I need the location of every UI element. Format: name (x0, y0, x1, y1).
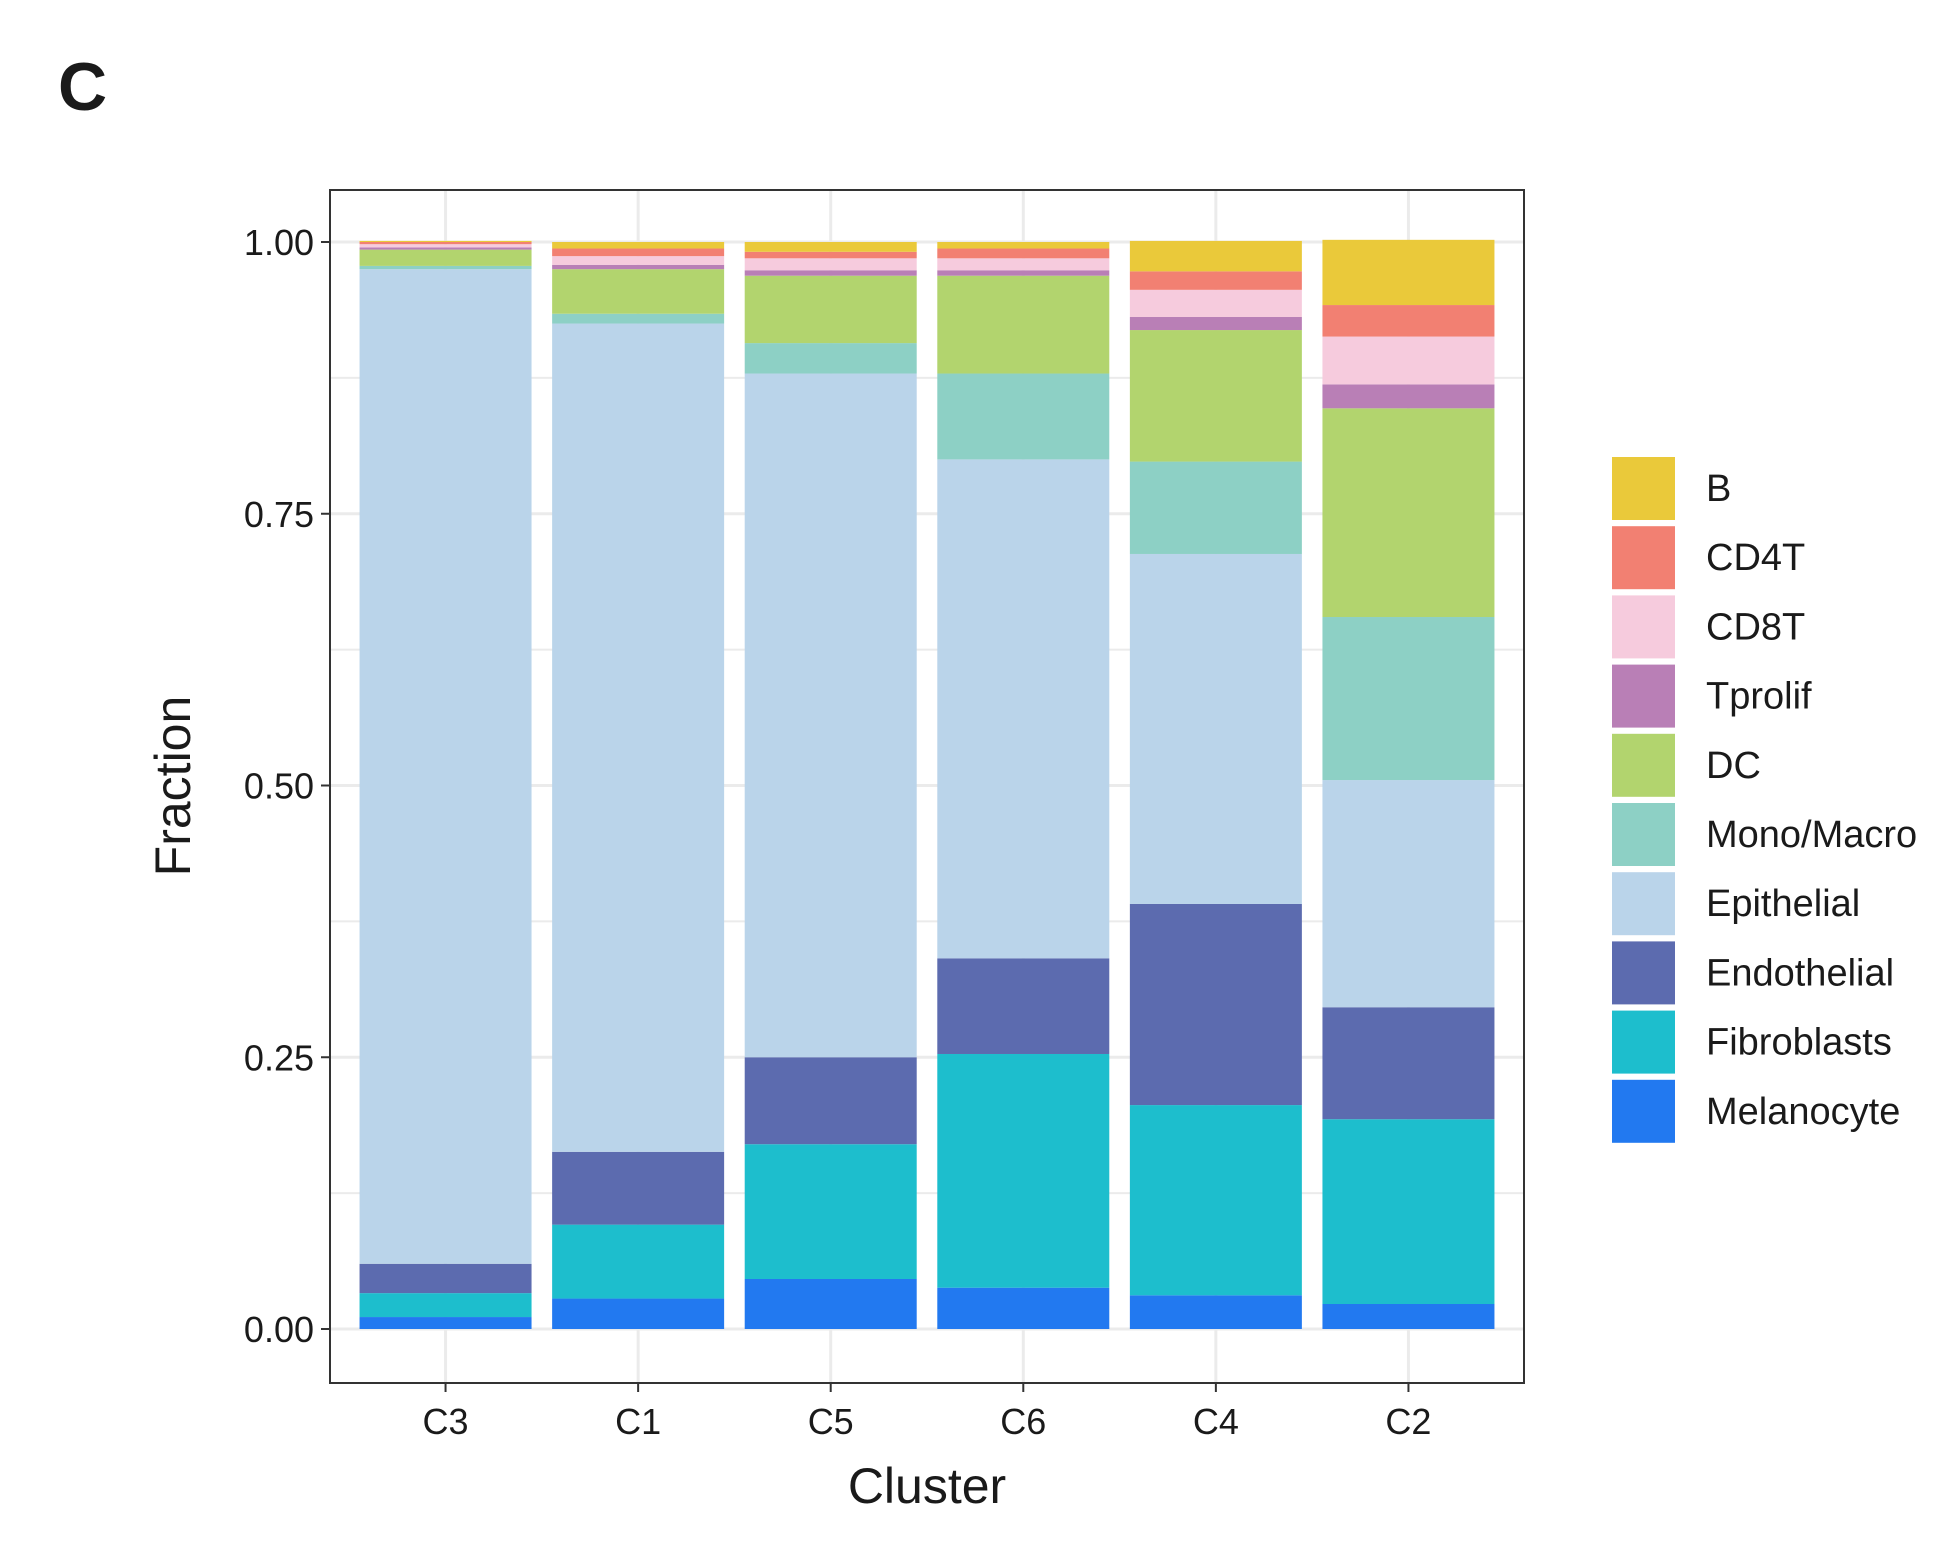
bar-segment-C1-cd8t (552, 256, 725, 265)
legend-key-b (1612, 457, 1675, 520)
bar-segment-C1-melanocyte (552, 1298, 725, 1329)
bar-segment-C5-cd8t (744, 258, 917, 271)
bar-segment-C6-cd8t (937, 258, 1110, 271)
bar-segment-C3-endothelial (359, 1263, 532, 1294)
bar-segment-C3-fibroblasts (359, 1293, 532, 1318)
bar-segment-C4-b (1129, 240, 1302, 272)
bar-segment-C2-tprolif (1322, 384, 1495, 409)
bar-segment-C2-fibroblasts (1322, 1119, 1495, 1304)
bar-segment-C6-melanocyte (937, 1287, 1110, 1329)
legend-key-dc (1612, 733, 1675, 797)
bar-segment-C3-dc (359, 249, 532, 266)
legend-label: Melanocyte (1706, 1091, 1900, 1133)
legend-key-fibroblasts (1612, 1010, 1675, 1074)
bar-segment-C5-b (744, 242, 917, 252)
x-tick-label: C5 (808, 1401, 854, 1442)
x-axis-title: Cluster (848, 1458, 1006, 1514)
bar-segment-C3-epithelial (359, 269, 532, 1264)
bar-segment-C4-fibroblasts (1129, 1105, 1302, 1296)
y-tick-label: 0.00 (244, 1309, 314, 1350)
legend-key-mono-macro (1612, 803, 1675, 866)
legend-key-epithelial (1612, 872, 1675, 936)
bar-segment-C2-cd8t (1322, 336, 1495, 385)
bar-segment-C3-melanocyte (359, 1317, 532, 1329)
bar-segment-C5-cd4t (744, 251, 917, 259)
bar-segment-C1-fibroblasts (552, 1224, 725, 1299)
bar-segment-C5-dc (744, 275, 917, 344)
bar-segment-C1-epithelial (552, 323, 725, 1152)
bar-segment-C2-melanocyte (1322, 1303, 1495, 1329)
panel-label: C (58, 49, 107, 125)
legend-label: Endothelial (1706, 952, 1894, 994)
bar-segment-C6-tprolif (937, 270, 1110, 276)
legend-label: Fibroblasts (1706, 1022, 1892, 1064)
x-tick-label: C4 (1193, 1401, 1239, 1442)
bar-segment-C1-dc (552, 269, 725, 314)
y-tick-label: 0.50 (244, 766, 314, 807)
bar-segment-C5-endothelial (744, 1057, 917, 1145)
bar-segment-C6-epithelial (937, 459, 1110, 959)
legend-key-cd8t (1612, 595, 1675, 659)
bar-segment-C2-dc (1322, 408, 1495, 618)
y-tick-label: 0.75 (244, 494, 314, 535)
legend-key-endothelial (1612, 941, 1675, 1005)
legend-key-melanocyte (1612, 1079, 1675, 1143)
legend-label: Epithelial (1706, 883, 1860, 925)
bar-segment-C3-cd8t (359, 244, 532, 248)
bar-segment-C5-melanocyte (744, 1278, 917, 1329)
bar-segment-C6-fibroblasts (937, 1053, 1110, 1288)
legend-label: B (1706, 468, 1731, 510)
bars (359, 239, 1495, 1329)
bar-segment-C3-tprolif (359, 247, 532, 250)
bar-segment-C6-cd4t (937, 248, 1110, 259)
legend: B CD4T CD8T Tprolif DC Mono/Macro Epithelial En… (1612, 457, 1917, 1143)
bar-segment-C5-tprolif (744, 270, 917, 276)
bar-segment-C1-endothelial (552, 1151, 725, 1225)
bar-segment-C2-b (1322, 239, 1495, 306)
bar-segment-C4-epithelial (1129, 553, 1302, 904)
x-tick-label: C3 (423, 1401, 469, 1442)
bar-segment-C1-tprolif (552, 264, 725, 270)
bar-segment-C6-mono-macro (937, 373, 1110, 460)
x-tick-label: C2 (1385, 1401, 1431, 1442)
bar-segment-C4-dc (1129, 330, 1302, 462)
bar-segment-C5-mono-macro (744, 343, 917, 374)
y-tick-label: 1.00 (244, 222, 314, 263)
bar-segment-C2-cd4t (1322, 305, 1495, 337)
y-tick-label: 0.25 (244, 1037, 314, 1078)
bar-segment-C1-b (552, 242, 725, 249)
bar-segment-C3-cd4t (359, 242, 532, 245)
legend-key-tprolif (1612, 664, 1675, 728)
legend-key-cd4t (1612, 526, 1675, 590)
bar-segment-C6-dc (937, 275, 1110, 374)
bar-segment-C1-mono-macro (552, 313, 725, 324)
bar-segment-C4-mono-macro (1129, 461, 1302, 554)
legend-label: DC (1706, 745, 1761, 787)
legend-label: Mono/Macro (1706, 814, 1917, 856)
bar-segment-C2-mono-macro (1322, 617, 1495, 781)
bar-segment-C6-b (937, 242, 1110, 249)
bar-segment-C4-cd4t (1129, 271, 1302, 290)
bar-segment-C2-endothelial (1322, 1007, 1495, 1120)
bar-segment-C2-epithelial (1322, 780, 1495, 1008)
bar-segment-C5-fibroblasts (744, 1144, 917, 1279)
legend-label: CD8T (1706, 606, 1805, 648)
bar-segment-C3-b (359, 240, 532, 242)
bar-segment-C4-tprolif (1129, 317, 1302, 331)
y-axis: 0.00 0.25 0.50 0.75 1.00 (244, 222, 330, 1350)
bar-segment-C5-epithelial (744, 373, 917, 1058)
legend-label: Tprolif (1706, 676, 1812, 718)
bar-segment-C4-cd8t (1129, 289, 1302, 318)
bar-segment-C4-endothelial (1129, 903, 1302, 1106)
x-axis: C3 C1 C5 C6 C4 C2 (423, 1383, 1431, 1442)
x-tick-label: C1 (615, 1401, 661, 1442)
bar-segment-C6-endothelial (937, 958, 1110, 1054)
bar-segment-C4-melanocyte (1129, 1295, 1302, 1329)
legend-label: CD4T (1706, 537, 1805, 579)
bar-segment-C3-mono-macro (359, 265, 532, 270)
y-axis-title: Fraction (145, 696, 201, 877)
x-tick-label: C6 (1000, 1401, 1046, 1442)
bar-segment-C1-cd4t (552, 248, 725, 257)
